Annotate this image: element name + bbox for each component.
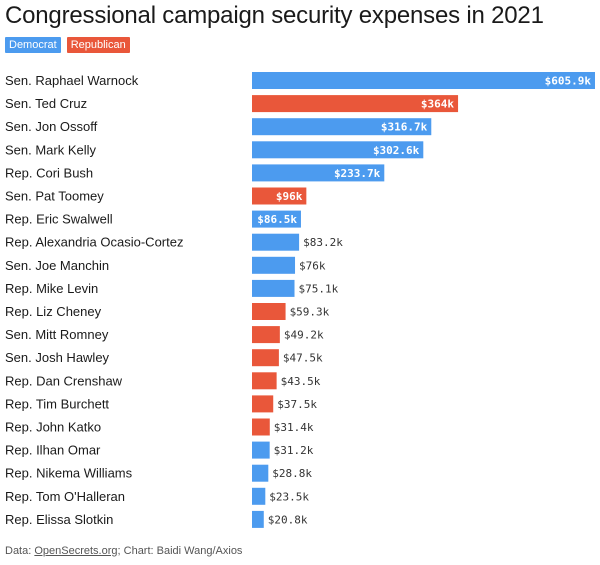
bar — [252, 349, 279, 367]
row-label: Sen. Josh Hawley — [5, 350, 110, 365]
legend: Democrat Republican — [5, 37, 130, 53]
bar — [252, 256, 296, 274]
row-label: Rep. Tim Burchett — [5, 396, 109, 411]
bar — [252, 326, 280, 344]
row-label: Rep. Nikema Williams — [5, 466, 133, 481]
bar — [252, 464, 269, 482]
footer-prefix: Data: — [5, 545, 35, 557]
row-label: Sen. Jon Ossoff — [5, 119, 98, 134]
bar — [252, 418, 270, 436]
value-label: $76k — [299, 259, 326, 272]
value-label: $37.5k — [277, 398, 317, 411]
value-label: $86.5k — [257, 213, 297, 226]
bar — [252, 72, 595, 89]
bar — [252, 372, 277, 390]
legend-republican: Republican — [66, 37, 130, 53]
bar — [252, 441, 270, 459]
value-label: $23.5k — [269, 490, 309, 503]
row-label: Rep. Alexandria Ocasio-Cortez — [5, 235, 183, 250]
bar — [252, 279, 295, 297]
value-label: $43.5k — [281, 375, 321, 388]
footer-suffix: ; Chart: Baidi Wang/Axios — [117, 545, 243, 557]
row-label: Rep. Mike Levin — [5, 281, 98, 296]
row-label: Rep. Dan Crenshaw — [5, 373, 123, 388]
row-label: Rep. Liz Cheney — [5, 304, 102, 319]
bar — [252, 487, 266, 505]
value-label: $31.4k — [274, 421, 314, 434]
footer: Data: OpenSecrets.org; Chart: Baidi Wang… — [5, 545, 242, 557]
value-label: $83.2k — [303, 236, 343, 249]
bar — [252, 164, 385, 182]
value-label: $47.5k — [283, 352, 323, 365]
value-label: $49.2k — [284, 329, 324, 342]
row-label: Sen. Pat Toomey — [5, 189, 104, 204]
row-label: Rep. John Katko — [5, 420, 101, 435]
bar — [252, 187, 307, 205]
bar — [252, 118, 432, 136]
chart-title: Congressional campaign security expenses… — [5, 2, 544, 29]
value-label: $28.8k — [272, 467, 312, 480]
row-label: Rep. Cori Bush — [5, 165, 93, 180]
bar-chart: Sen. Raphael Warnock $605.9k Sen. Ted Cruz… — [5, 72, 595, 528]
row-label: Rep. Ilhan Omar — [5, 443, 101, 458]
bar — [252, 210, 301, 228]
value-label: $316.7k — [381, 121, 428, 134]
row-label: Sen. Mark Kelly — [5, 142, 97, 157]
row-label: Rep. Tom O'Halleran — [5, 489, 125, 504]
value-label: $75.1k — [299, 282, 339, 295]
value-label: $302.6k — [373, 144, 420, 157]
row-label: Rep. Eric Swalwell — [5, 212, 113, 227]
value-label: $59.3k — [290, 306, 330, 319]
value-label: $364k — [421, 98, 454, 111]
bar — [252, 141, 424, 159]
bar — [252, 233, 300, 251]
value-label: $96k — [276, 190, 303, 203]
value-label: $605.9k — [545, 75, 592, 88]
row-label: Sen. Joe Manchin — [5, 258, 109, 273]
bar — [252, 395, 274, 413]
bar — [252, 303, 286, 320]
row-label: Sen. Mitt Romney — [5, 327, 109, 342]
bar — [252, 95, 459, 113]
row-label: Sen. Raphael Warnock — [5, 73, 139, 88]
value-label: $31.2k — [274, 444, 314, 457]
row-label: Rep. Elissa Slotkin — [5, 512, 113, 527]
source-link[interactable]: OpenSecrets.org — [34, 545, 118, 557]
bar — [252, 510, 264, 528]
value-label: $20.8k — [268, 513, 308, 526]
value-label: $233.7k — [334, 167, 381, 180]
legend-democrat: Democrat — [5, 37, 61, 53]
row-label: Sen. Ted Cruz — [5, 96, 87, 111]
